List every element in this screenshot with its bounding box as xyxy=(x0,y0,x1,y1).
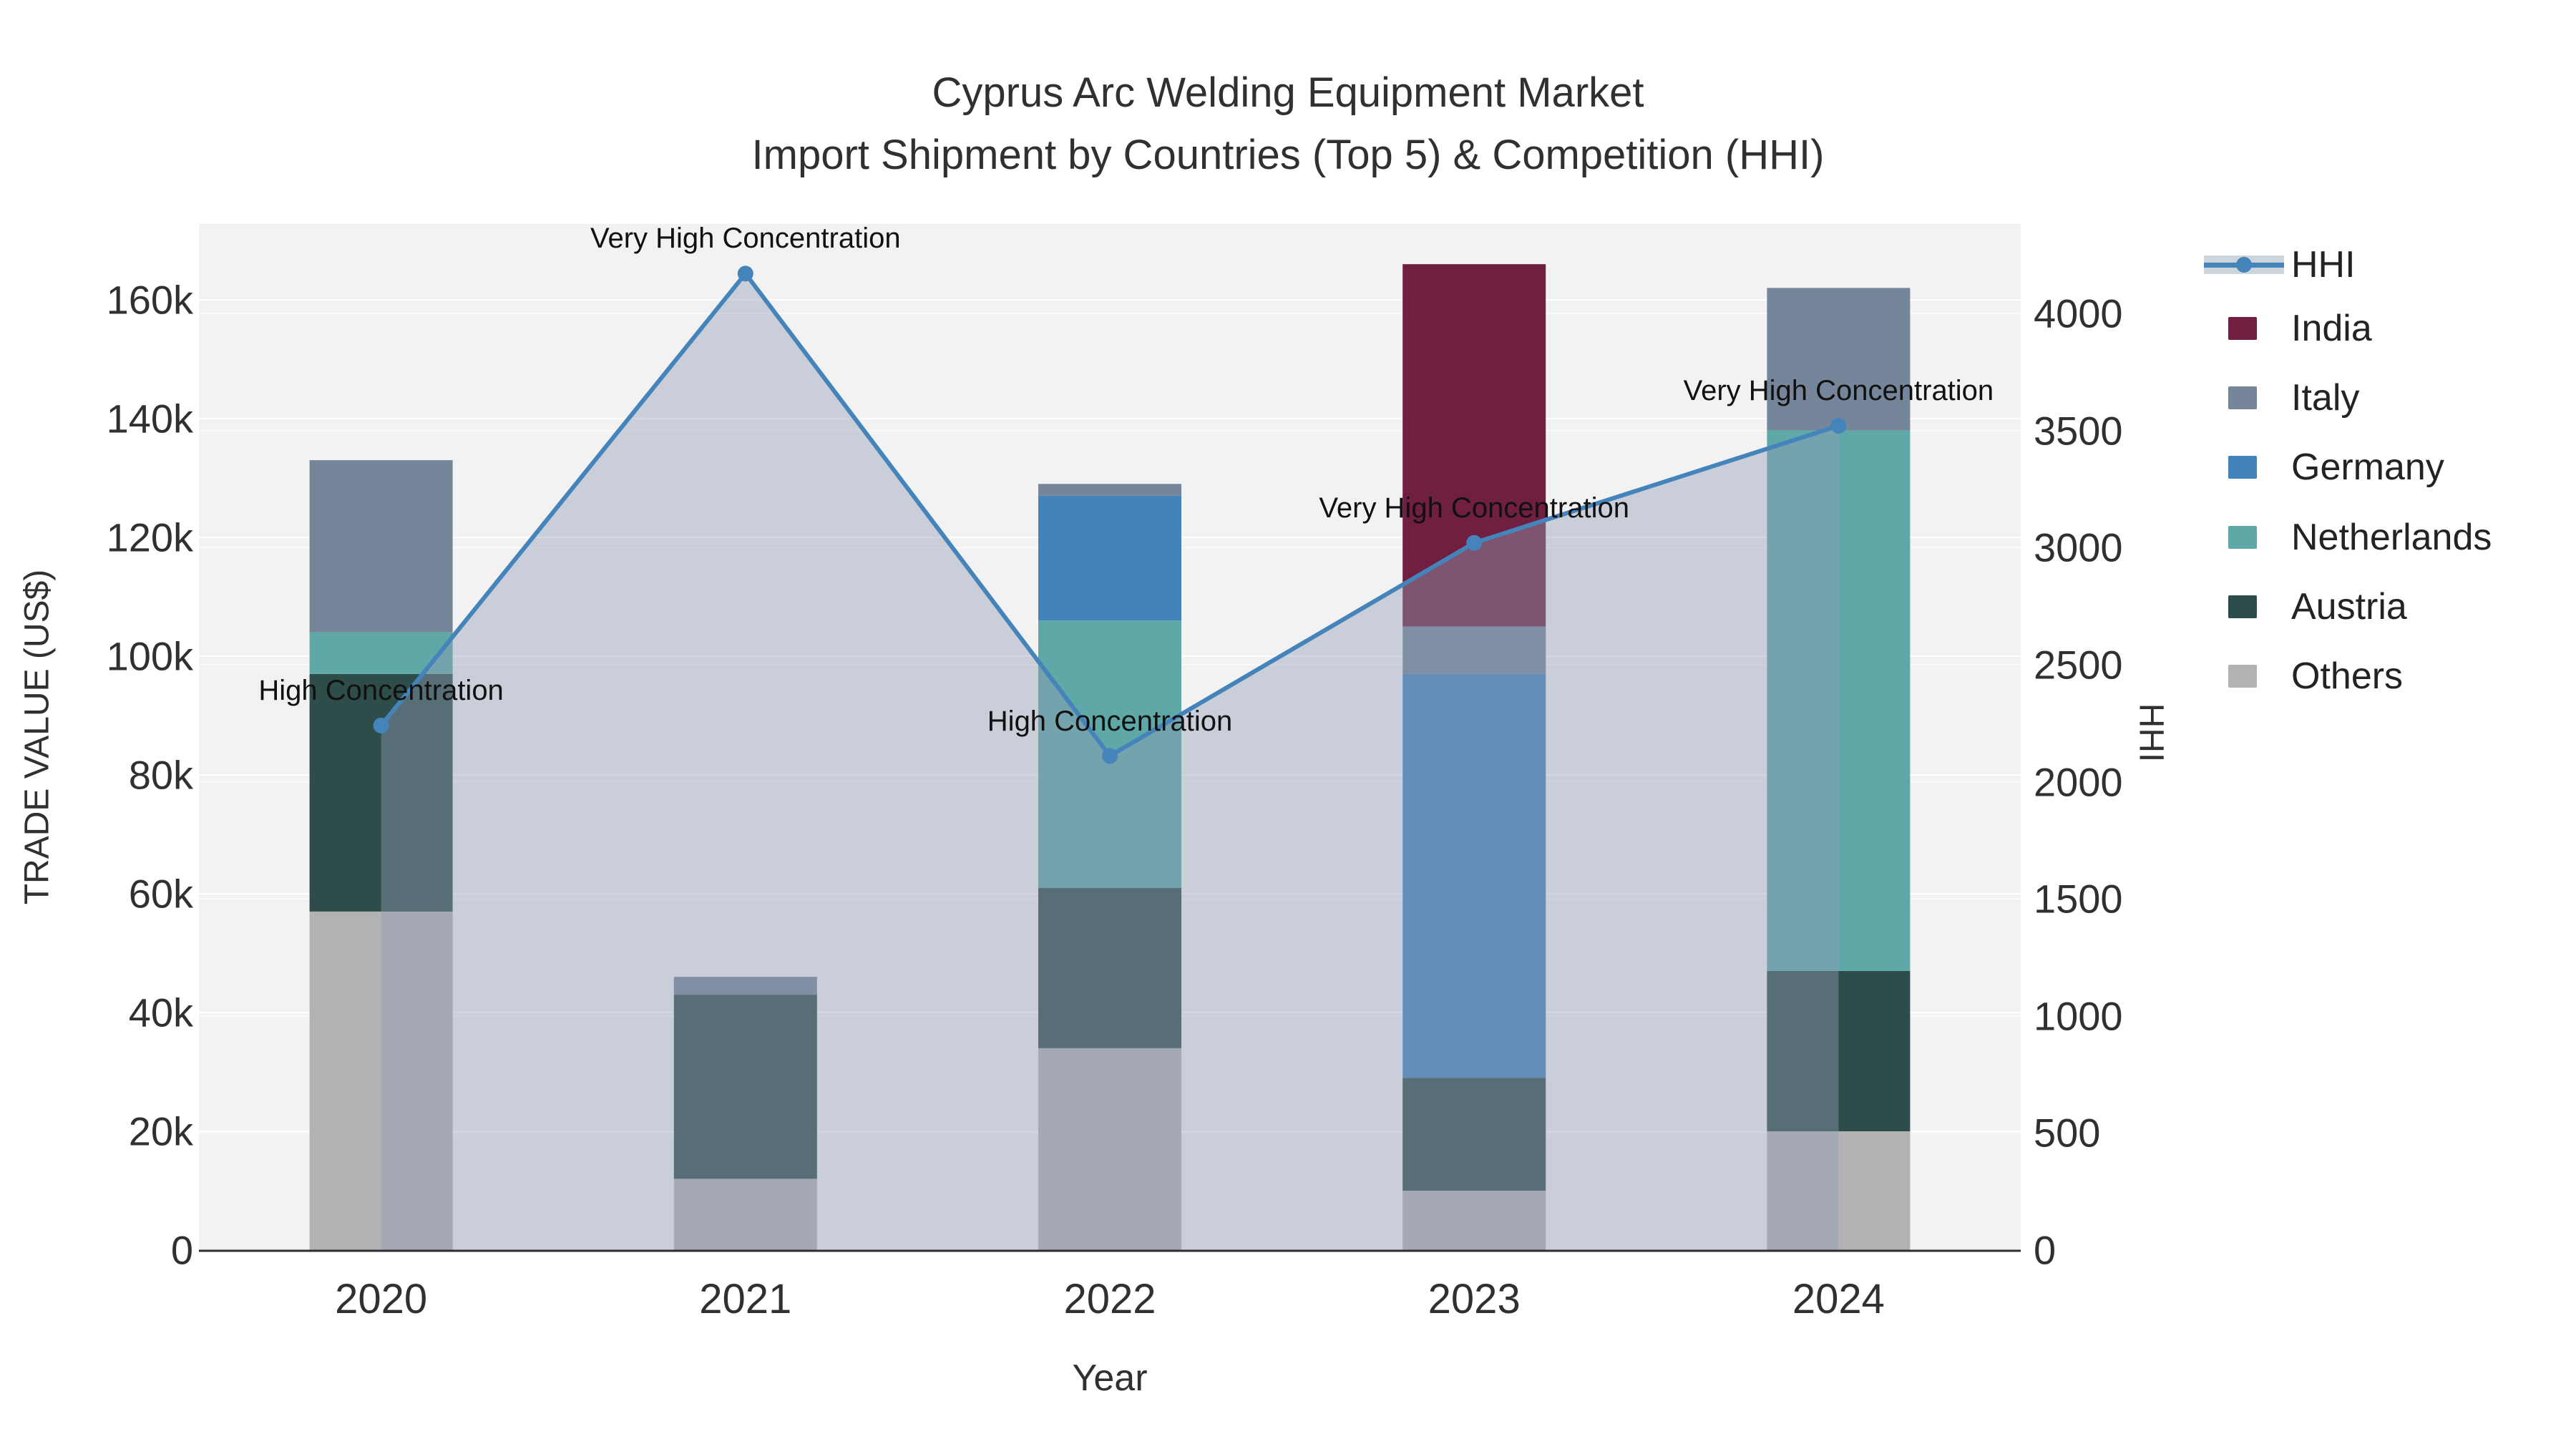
legend-item-others[interactable]: Others xyxy=(2204,655,2403,698)
bar-segment-italy-2023[interactable] xyxy=(1402,626,1546,674)
y-right-tick-1500: 1500 xyxy=(2034,876,2123,922)
chart-title-line1: Cyprus Arc Welding Equipment Market xyxy=(932,69,1644,116)
bar-segment-austria-2020[interactable] xyxy=(309,673,453,912)
legend-item-india[interactable]: India xyxy=(2204,307,2372,350)
y-right-tick-3500: 3500 xyxy=(2034,408,2123,454)
others-swatch-icon xyxy=(2228,665,2257,688)
bar-segment-germany-2023[interactable] xyxy=(1402,673,1546,1078)
legend-item-italy[interactable]: Italy xyxy=(2204,376,2359,419)
india-color-swatch-icon xyxy=(2204,307,2284,350)
legend-item-netherlands[interactable]: Netherlands xyxy=(2204,516,2492,559)
y-left-tick-60k: 60k xyxy=(128,871,193,917)
annotation-2020: High Concentration xyxy=(258,674,504,706)
bar-segment-austria-2023[interactable] xyxy=(1402,1078,1546,1191)
y-left-tick-20k: 20k xyxy=(128,1108,193,1154)
legend-label-austria: Austria xyxy=(2291,586,2407,628)
hhi-marker-2020[interactable] xyxy=(373,717,389,733)
italy-swatch-icon xyxy=(2228,386,2257,409)
legend-label-others: Others xyxy=(2291,655,2404,697)
bar-segment-italy-2021[interactable] xyxy=(673,977,817,995)
italy-color-swatch-icon xyxy=(2204,376,2284,419)
hhi-marker-icon xyxy=(2236,257,2252,273)
austria-swatch-icon xyxy=(2228,595,2257,618)
y-right-tick-2500: 2500 xyxy=(2034,642,2123,688)
chart-title: Cyprus Arc Welding Equipment Market Impo… xyxy=(752,62,1825,186)
hhi-marker-2024[interactable] xyxy=(1830,418,1847,434)
y-right-tick-2000: 2000 xyxy=(2034,759,2123,804)
bar-segment-austria-2022[interactable] xyxy=(1038,887,1181,1048)
bar-segment-austria-2021[interactable] xyxy=(673,995,817,1179)
annotation-2022: High Concentration xyxy=(987,705,1233,737)
annotation-2024: Very High Concentration xyxy=(1683,375,1994,407)
y-right-tick-3000: 3000 xyxy=(2034,525,2123,570)
legend-label-netherlands: Netherlands xyxy=(2291,517,2492,558)
bar-segment-italy-2022[interactable] xyxy=(1038,484,1181,496)
y-left-tick-120k: 120k xyxy=(106,514,193,560)
y-right-tick-4000: 4000 xyxy=(2034,291,2123,336)
bar-segment-germany-2022[interactable] xyxy=(1038,495,1181,621)
hhi-marker-2021[interactable] xyxy=(737,265,753,282)
x-axis-title: Year xyxy=(1072,1357,1148,1399)
bar-segment-austria-2024[interactable] xyxy=(1767,970,1911,1131)
legend: HHI India Italy Germany Netherlands Austria Ot… xyxy=(2204,0,2576,1449)
legend-label-italy: Italy xyxy=(2291,377,2360,419)
legend-label-hhi: HHI xyxy=(2291,244,2356,286)
legend-label-india: India xyxy=(2291,308,2372,349)
x-tick-2022: 2022 xyxy=(1063,1276,1156,1322)
y-left-axis-title: TRADE VALUE (US$) xyxy=(18,569,57,905)
annotation-2021: Very High Concentration xyxy=(590,223,901,255)
bar-segment-others-2024[interactable] xyxy=(1767,1131,1911,1250)
x-tick-2024: 2024 xyxy=(1792,1276,1885,1322)
netherlands-swatch-icon xyxy=(2228,526,2257,549)
others-color-swatch-icon xyxy=(2204,655,2284,698)
y-left-tick-40k: 40k xyxy=(128,990,193,1035)
bar-segment-others-2022[interactable] xyxy=(1038,1048,1181,1250)
hhi-marker-2023[interactable] xyxy=(1466,535,1483,551)
hhi-marker-2022[interactable] xyxy=(1102,748,1118,764)
y-left-tick-0: 0 xyxy=(170,1227,193,1273)
y-right-tick-1000: 1000 xyxy=(2034,993,2123,1039)
bar-segment-others-2023[interactable] xyxy=(1402,1191,1546,1250)
bar-segment-italy-2024[interactable] xyxy=(1767,288,1911,431)
germany-color-swatch-icon xyxy=(2204,446,2284,489)
y-right-tick-500: 500 xyxy=(2034,1110,2101,1156)
legend-item-austria[interactable]: Austria xyxy=(2204,585,2407,628)
annotation-2023: Very High Concentration xyxy=(1319,492,1629,524)
y-left-tick-140k: 140k xyxy=(106,396,193,441)
x-tick-2023: 2023 xyxy=(1428,1276,1521,1322)
y-right-tick-0: 0 xyxy=(2034,1227,2057,1273)
y-left-tick-100k: 100k xyxy=(106,633,193,679)
x-tick-2021: 2021 xyxy=(699,1276,792,1322)
bar-segment-others-2020[interactable] xyxy=(309,911,453,1250)
germany-swatch-icon xyxy=(2228,456,2257,479)
bar-segment-italy-2020[interactable] xyxy=(309,460,453,633)
hhi-line-swatch-icon xyxy=(2204,243,2284,286)
x-tick-2020: 2020 xyxy=(335,1276,428,1322)
bar-segment-others-2021[interactable] xyxy=(673,1179,817,1250)
netherlands-color-swatch-icon xyxy=(2204,516,2284,559)
y-right-axis-title: HHI xyxy=(2132,703,2170,763)
legend-item-hhi[interactable]: HHI xyxy=(2204,243,2356,286)
austria-color-swatch-icon xyxy=(2204,585,2284,628)
legend-item-germany[interactable]: Germany xyxy=(2204,446,2444,489)
legend-label-germany: Germany xyxy=(2291,447,2444,488)
bar-segment-netherlands-2024[interactable] xyxy=(1767,430,1911,971)
y-left-tick-160k: 160k xyxy=(106,277,193,323)
bar-segment-india-2023[interactable] xyxy=(1402,264,1546,627)
chart-title-line2: Import Shipment by Countries (Top 5) & C… xyxy=(751,132,1825,178)
india-swatch-icon xyxy=(2228,317,2257,340)
y-left-tick-80k: 80k xyxy=(128,752,193,798)
